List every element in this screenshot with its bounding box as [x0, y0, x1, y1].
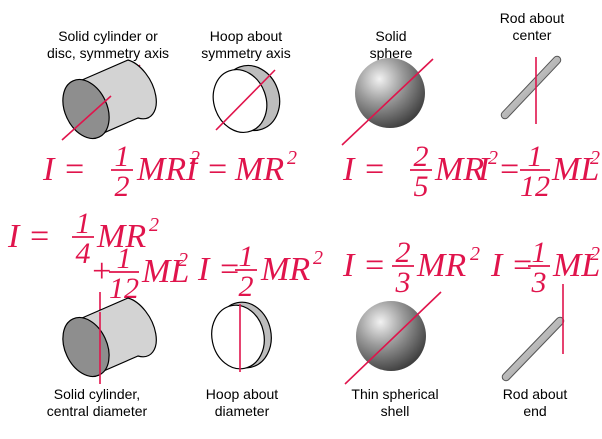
- caption-solid-cylinder-diameter: Solid cylinder, central diameter: [47, 386, 148, 419]
- caption-line-2: shell: [381, 403, 410, 419]
- formula-numerator: 2: [414, 140, 429, 173]
- caption-hoop-symmetry: Hoop about symmetry axis: [201, 28, 290, 61]
- formula-thin-shell: I = 2 3 MR 2: [342, 236, 480, 299]
- formula-body: MR: [260, 251, 310, 288]
- formula-denominator: 4: [76, 237, 91, 270]
- formula-body: MR: [416, 247, 466, 284]
- formula-lhs: I =: [197, 251, 241, 288]
- caption-line-2: central diameter: [47, 403, 148, 419]
- solid-cylinder-diameter-figure: [62, 292, 157, 384]
- formula-denominator: 2: [239, 270, 254, 303]
- formula-solid-cylinder-diameter: I = 1 4 MR 2 + 1 12 ML 2: [7, 207, 189, 305]
- formula-lhs: I =: [342, 247, 386, 284]
- rod-center-figure: [500, 55, 562, 124]
- formula-lhs: I =: [490, 247, 534, 284]
- formula-exponent: 2: [470, 243, 480, 265]
- caption-line-2: end: [523, 403, 546, 419]
- formula-body-2: ML: [141, 253, 189, 290]
- formula-solid-sphere: I = 2 5 MR 2: [342, 140, 498, 203]
- formula-denominator: 3: [395, 266, 411, 299]
- formula-exponent: 2: [488, 147, 498, 169]
- formula-exponent: 2: [313, 247, 323, 269]
- formula-body: ML: [551, 151, 599, 188]
- caption-line-2: symmetry axis: [201, 45, 290, 61]
- formula-numerator: 1: [76, 207, 91, 240]
- formula-numerator: 1: [532, 236, 547, 269]
- caption-line-1: Hoop about: [210, 28, 283, 44]
- formula-solid-cylinder-axis: I = 1 2 MR 2: [42, 140, 200, 203]
- formula-denominator: 5: [414, 170, 429, 203]
- solid-sphere-figure: [341, 58, 434, 146]
- formula-exponent: 2: [590, 147, 600, 169]
- caption-solid-cylinder-axis: Solid cylinder or disc, symmetry axis: [47, 28, 169, 61]
- formula-lhs: I =: [42, 151, 86, 188]
- caption-line-1: Rod about: [500, 10, 565, 26]
- formula-rod-center: I = 1 12 ML 2: [477, 140, 600, 203]
- formula-denominator: 2: [115, 170, 130, 203]
- hoop-symmetry-figure: [212, 64, 281, 133]
- formula-body: MR: [234, 151, 284, 188]
- formula-numerator: 1: [528, 140, 543, 173]
- caption-line-2: sphere: [370, 45, 413, 61]
- caption-solid-sphere: Solid sphere: [370, 28, 413, 61]
- formula-hoop-symmetry: I = MR 2: [185, 147, 297, 188]
- formula-exponent: 2: [287, 147, 297, 169]
- caption-rod-end: Rod about end: [503, 386, 568, 419]
- caption-line-1: Hoop about: [206, 386, 279, 402]
- formula-body: MR: [136, 151, 186, 188]
- caption-thin-shell: Thin spherical shell: [351, 386, 438, 419]
- formula-lhs: I =: [477, 151, 521, 188]
- hoop-diameter-figure: [211, 301, 272, 372]
- caption-line-2: diameter: [215, 403, 270, 419]
- thin-shell-figure: [344, 291, 442, 385]
- formula-denominator: 3: [531, 266, 547, 299]
- solid-cylinder-axis-figure: [61, 59, 157, 141]
- formula-plus: +: [90, 253, 113, 290]
- formula-lhs: I =: [342, 151, 386, 188]
- formula-hoop-diameter: I = 1 2 MR 2: [197, 240, 323, 303]
- formula-lhs: I =: [7, 218, 51, 255]
- caption-line-2: center: [513, 27, 552, 43]
- caption-line-1: Rod about: [503, 386, 568, 402]
- formula-numerator: 2: [396, 236, 411, 269]
- formula-numerator: 1: [115, 140, 130, 173]
- formula-lhs: I =: [185, 151, 229, 188]
- formula-denominator: 12: [520, 170, 550, 203]
- formula-rod-end: I = 1 3 ML 2: [490, 236, 600, 299]
- caption-line-1: Solid: [375, 28, 406, 44]
- formula-exponent-2: 2: [178, 249, 188, 271]
- caption-rod-center: Rod about center: [500, 10, 565, 43]
- formula-body: ML: [552, 247, 600, 284]
- caption-line-1: Solid cylinder,: [54, 386, 140, 402]
- formula-exponent: 2: [149, 214, 159, 236]
- caption-line-1: Solid cylinder or: [58, 28, 158, 44]
- formula-exponent: 2: [590, 243, 600, 265]
- caption-line-2: disc, symmetry axis: [47, 45, 169, 61]
- formula-body: MR: [96, 218, 146, 255]
- caption-hoop-diameter: Hoop about diameter: [206, 386, 279, 419]
- formula-exponent: 2: [190, 147, 200, 169]
- rod-end-figure: [501, 284, 565, 382]
- formula-numerator: 1: [239, 240, 254, 273]
- formula-body: MR: [434, 151, 484, 188]
- caption-line-1: Thin spherical: [351, 386, 438, 402]
- formula-numerator-2: 1: [117, 242, 132, 275]
